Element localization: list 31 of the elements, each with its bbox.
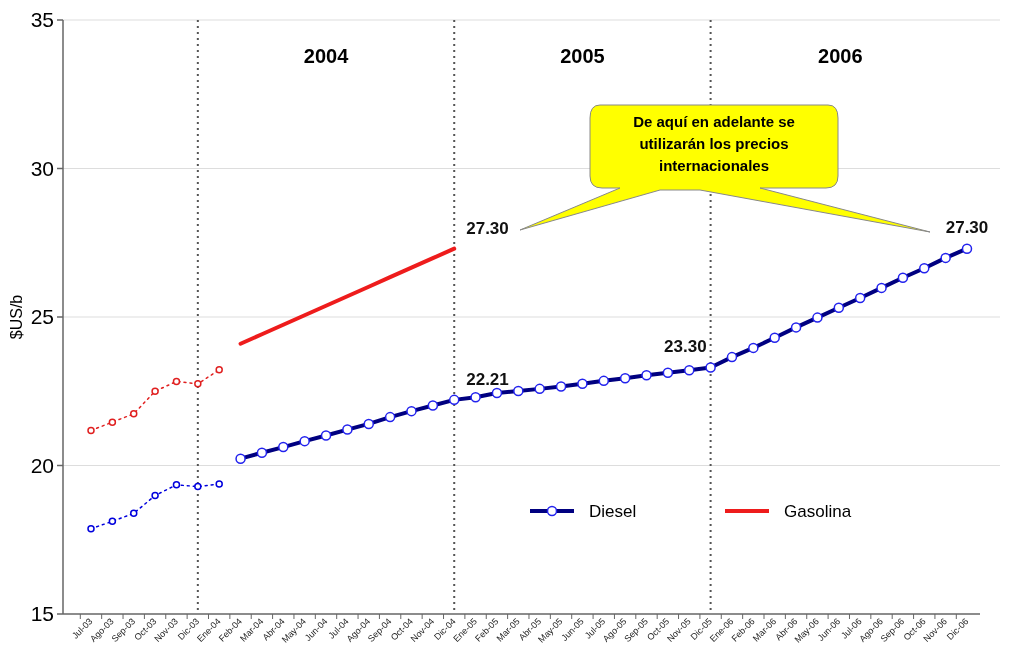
point xyxy=(87,426,95,435)
point xyxy=(129,509,138,518)
annotation: 2006 xyxy=(818,45,863,67)
point xyxy=(87,525,95,533)
data-label: 23.30 xyxy=(664,337,707,357)
point xyxy=(129,410,138,418)
y-tick-label: 25 xyxy=(30,305,54,329)
data-label: 27.30 xyxy=(945,217,989,237)
annotation: De aquí en adelante se utilizarán los precios internacionales xyxy=(633,113,795,174)
y-tick-label: 20 xyxy=(30,453,54,477)
y-tick-label: 15 xyxy=(30,602,54,626)
legend-label: Gasolina xyxy=(784,501,852,521)
point xyxy=(194,380,202,388)
point xyxy=(194,482,202,491)
point xyxy=(151,387,159,395)
legend-label: Diesel xyxy=(589,501,637,521)
line-series xyxy=(238,246,457,346)
point xyxy=(215,366,223,374)
annotation: 2005 xyxy=(560,45,605,67)
point xyxy=(215,480,223,488)
point xyxy=(172,377,181,386)
point xyxy=(108,418,117,426)
y-tick-label: 35 xyxy=(30,8,54,32)
y-axis-title: $US/b xyxy=(8,294,25,340)
point xyxy=(151,491,159,500)
data-label: 22.21 xyxy=(466,369,509,389)
y-tick-label: 30 xyxy=(30,156,54,180)
point xyxy=(172,481,181,489)
point xyxy=(108,517,117,526)
annotation: 2004 xyxy=(303,45,350,67)
data-label: 27.30 xyxy=(466,218,509,238)
